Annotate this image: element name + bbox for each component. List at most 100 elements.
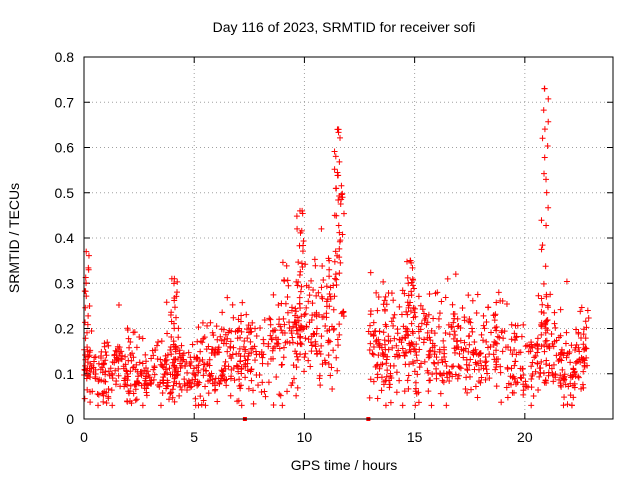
data-point: [133, 381, 140, 388]
data-point: [191, 371, 198, 378]
data-point: [399, 402, 406, 409]
data-point: [139, 360, 146, 367]
data-point: [367, 311, 374, 318]
data-point: [249, 387, 256, 394]
data-point: [338, 191, 345, 198]
data-point: [388, 318, 395, 325]
x-tick-label: 15: [407, 429, 423, 445]
data-point: [84, 344, 91, 351]
data-point: [130, 354, 137, 361]
data-point: [332, 185, 339, 192]
data-point: [545, 304, 552, 311]
data-point: [413, 341, 420, 348]
data-point: [379, 361, 386, 368]
data-point: [439, 377, 446, 384]
data-point: [205, 343, 212, 350]
data-point: [454, 323, 461, 330]
data-point: [534, 349, 541, 356]
data-point: [390, 322, 397, 329]
data-point: [242, 348, 249, 355]
data-point: [557, 332, 564, 339]
data-point: [294, 353, 301, 360]
data-point: [179, 352, 186, 359]
data-point: [279, 329, 286, 336]
data-point: [175, 334, 182, 341]
data-point: [478, 331, 485, 338]
data-point: [248, 377, 255, 384]
data-point: [569, 373, 576, 380]
data-point: [258, 349, 265, 356]
data-point: [535, 345, 542, 352]
data-point: [492, 366, 499, 373]
data-point: [538, 321, 545, 328]
data-point: [339, 309, 346, 316]
data-point: [98, 355, 105, 362]
data-point: [405, 385, 412, 392]
data-point: [217, 378, 224, 385]
data-point: [92, 366, 99, 373]
data-point: [334, 367, 341, 374]
data-point: [208, 372, 215, 379]
data-point: [425, 388, 432, 395]
data-point: [267, 332, 274, 339]
data-point: [155, 338, 162, 345]
data-point: [86, 303, 93, 310]
data-point: [480, 312, 487, 319]
data-point: [205, 390, 212, 397]
data-point: [181, 363, 188, 370]
data-point: [490, 341, 497, 348]
data-point: [408, 288, 415, 295]
data-point: [462, 385, 469, 392]
data-point: [511, 362, 518, 369]
data-point: [392, 353, 399, 360]
data-point: [193, 364, 200, 371]
data-point: [540, 107, 547, 114]
data-point: [560, 375, 567, 382]
data-point: [164, 377, 171, 384]
data-point: [227, 375, 234, 382]
data-point: [297, 288, 304, 295]
data-point: [486, 375, 493, 382]
data-point: [206, 356, 213, 363]
data-point: [143, 358, 150, 365]
data-point: [505, 344, 512, 351]
y-tick-label: 0: [66, 411, 74, 427]
data-point: [313, 348, 320, 355]
data-point: [238, 328, 245, 335]
data-point: [498, 399, 505, 406]
data-point: [400, 323, 407, 330]
data-point: [331, 325, 338, 332]
data-point: [189, 341, 196, 348]
data-point: [331, 212, 338, 219]
data-point: [157, 356, 164, 363]
data-point: [200, 366, 207, 373]
data-point: [196, 379, 203, 386]
data-point: [442, 294, 449, 301]
data-point: [387, 399, 394, 406]
data-point: [370, 343, 377, 350]
data-point: [323, 314, 330, 321]
data-point: [151, 371, 158, 378]
data-point: [426, 353, 433, 360]
data-point: [437, 390, 444, 397]
y-axis-label: SRMTID / TECUs: [6, 183, 22, 293]
data-point: [370, 319, 377, 326]
data-point: [545, 204, 552, 211]
data-point: [460, 346, 467, 353]
data-point: [448, 363, 455, 370]
data-point: [159, 390, 166, 397]
data-point: [248, 345, 255, 352]
data-point: [416, 346, 423, 353]
data-point: [171, 275, 178, 282]
data-point: [366, 346, 373, 353]
data-point: [185, 349, 192, 356]
data-point: [82, 319, 89, 326]
data-point: [513, 334, 520, 341]
data-point: [198, 401, 205, 408]
data-point: [235, 350, 242, 357]
data-point: [538, 217, 545, 224]
data-point: [495, 289, 502, 296]
data-point: [405, 280, 412, 287]
data-point: [87, 360, 94, 367]
data-point: [572, 360, 579, 367]
